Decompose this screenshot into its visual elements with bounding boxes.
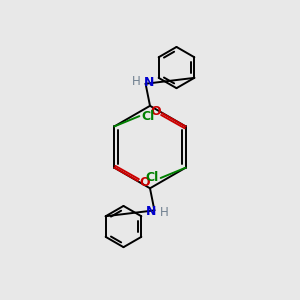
Text: H: H: [132, 76, 140, 88]
Text: H: H: [160, 206, 168, 219]
Text: O: O: [139, 176, 150, 189]
Text: Cl: Cl: [146, 172, 159, 184]
Text: N: N: [146, 205, 156, 218]
Text: Cl: Cl: [141, 110, 154, 123]
Text: N: N: [144, 76, 154, 89]
Text: O: O: [150, 105, 161, 118]
